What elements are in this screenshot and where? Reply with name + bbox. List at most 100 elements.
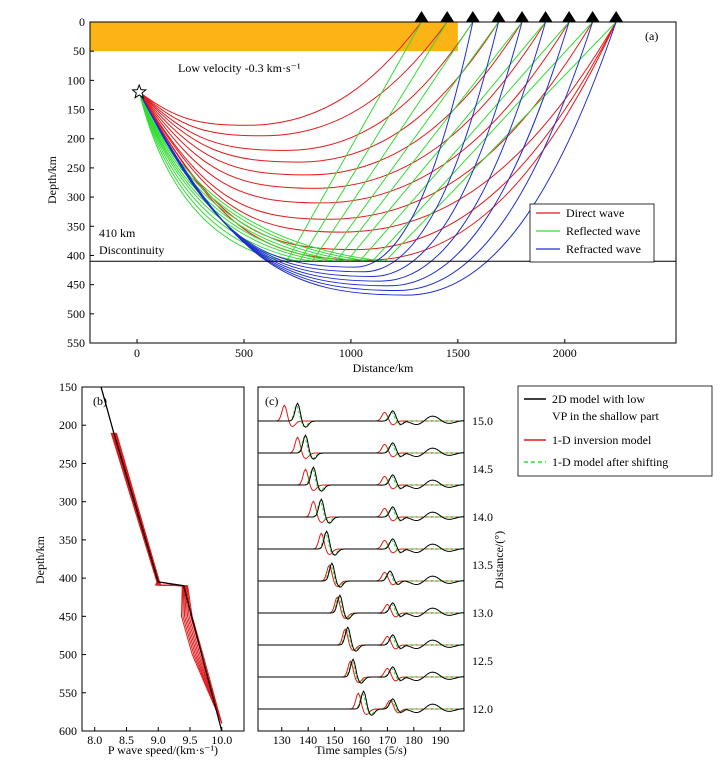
station-triangle-icon <box>515 11 530 22</box>
panel-c: 130 140 150 160 170 180 190 15.0 14.5 14.0 13.5 13.… <box>257 385 713 757</box>
station-triangle-icon <box>440 11 455 22</box>
b-y-tick-label: 450 <box>59 609 77 623</box>
stations <box>414 11 624 22</box>
direct-ray <box>138 21 546 189</box>
b-y-tick-label: 250 <box>59 456 77 470</box>
x-tick-label: 1000 <box>339 346 363 360</box>
reflected-ray <box>138 21 474 262</box>
y-tick-label: 150 <box>67 103 85 117</box>
refracted-ray <box>138 21 617 296</box>
b-x-tick-label: 10.0 <box>211 733 232 747</box>
direct-ray <box>138 21 523 176</box>
y-tick-label: 200 <box>67 132 85 146</box>
station-triangle-icon <box>414 11 429 22</box>
panel-b-frame <box>81 386 245 732</box>
b-y-tick-label: 350 <box>59 533 77 547</box>
distance-tick-label: 12.0 <box>472 702 493 716</box>
panel-b-ylabel: Depth/km <box>33 535 47 584</box>
y-tick-label: 550 <box>67 336 85 350</box>
discontinuity-label-2: Discontinuity <box>99 243 164 257</box>
direct-ray <box>138 21 499 163</box>
y-tick-label: 300 <box>67 190 85 204</box>
b-y-tick-label: 300 <box>59 495 77 509</box>
velocity-profiles <box>100 386 223 732</box>
station-triangle-icon <box>465 11 480 22</box>
x-tick-label: 2000 <box>553 346 577 360</box>
b-y-tick-label: 600 <box>59 724 77 738</box>
y-tick-label: 450 <box>67 278 85 292</box>
2d-trace <box>258 690 465 716</box>
source-star-icon <box>131 83 148 99</box>
y-tick-label: 400 <box>67 248 85 262</box>
2d-trace <box>258 402 465 428</box>
direct-ray <box>138 21 617 251</box>
panel-a: 0 500 1000 1500 2000 0 50 100 150 200 250 300 350 400… <box>45 11 677 375</box>
reflected-ray <box>138 21 523 262</box>
reflected-ray <box>138 21 499 262</box>
reflected-ray <box>138 21 593 262</box>
legend-shifted-label: 1-D model after shifting <box>552 455 668 469</box>
distance-tick-label: 14.5 <box>472 462 493 476</box>
2d-trace <box>258 658 465 684</box>
b-y-tick-label: 500 <box>59 648 77 662</box>
waveform-traces <box>258 402 465 716</box>
inversion-profile <box>112 432 223 724</box>
panel-c-ticks: 130 140 150 160 170 180 190 15.0 14.5 14.0 13.5 13.… <box>273 414 493 747</box>
direct-ray <box>138 21 570 204</box>
legend-reflected-label: Reflected wave <box>566 224 640 238</box>
station-triangle-icon <box>585 11 600 22</box>
y-tick-label: 50 <box>73 44 85 58</box>
2d-trace <box>258 562 465 588</box>
c-x-tick-label: 170 <box>378 733 396 747</box>
shifted-trace <box>258 628 464 652</box>
x-tick-label: 500 <box>235 346 253 360</box>
low-velocity-label: Low velocity -0.3 km·s⁻¹ <box>178 61 301 75</box>
b-y-tick-label: 550 <box>59 686 77 700</box>
b-y-tick-label: 200 <box>59 418 77 432</box>
b-y-tick-label: 400 <box>59 571 77 585</box>
panel-a-ticks: 0 500 1000 1500 2000 0 50 100 150 200 250 300 350 400… <box>67 15 577 360</box>
legend-refracted-label: Refracted wave <box>566 242 641 256</box>
2d-trace <box>258 594 465 620</box>
direct-ray <box>138 21 448 137</box>
station-triangle-icon <box>538 11 553 22</box>
reflected-ray <box>138 21 617 262</box>
legend-inversion-label: 1-D inversion model <box>552 433 652 447</box>
legend-2d-label-1: 2D model with low <box>552 392 645 406</box>
reflected-ray <box>138 21 546 262</box>
panel-c-xlabel: Time samples (5/s) <box>315 743 407 757</box>
panel-b: 8.0 8.5 9.0 9.5 10.0 150 200 250 300 350 400 450 500… <box>33 380 245 757</box>
shifted-trace <box>258 692 464 716</box>
distance-tick-label: 14.0 <box>472 510 493 524</box>
direct-ray <box>138 21 422 126</box>
c-x-tick-label: 140 <box>299 733 317 747</box>
y-tick-label: 500 <box>67 307 85 321</box>
ray-paths <box>138 21 617 296</box>
x-tick-label: 0 <box>134 346 140 360</box>
2d-trace <box>258 466 465 492</box>
legend-c-box <box>517 385 713 477</box>
2d-trace <box>258 434 465 460</box>
panel-b-xlabel: P wave speed/(km·s⁻¹) <box>108 743 218 757</box>
reflected-ray <box>138 21 448 262</box>
direct-ray <box>138 21 474 151</box>
c-x-tick-label: 150 <box>326 733 344 747</box>
panel-a-ylabel: Depth/km <box>45 155 59 204</box>
direct-ray <box>138 21 617 261</box>
direct-ray <box>138 21 617 233</box>
panel-c-ylabel: Distance/(°) <box>492 531 506 589</box>
panel-b-ticks: 8.0 8.5 9.0 9.5 10.0 150 200 250 300 350 400 450 500… <box>59 380 232 747</box>
panel-b-label: (b) <box>93 394 107 408</box>
distance-tick-label: 15.0 <box>472 414 493 428</box>
panel-a-xlabel: Distance/km <box>353 361 414 375</box>
station-triangle-icon <box>562 11 577 22</box>
distance-tick-label: 12.5 <box>472 654 493 668</box>
panel-c-label: (c) <box>265 394 278 408</box>
discontinuity-label-1: 410 km <box>99 226 136 240</box>
b-y-tick-label: 150 <box>59 380 77 394</box>
legend-box <box>529 203 655 263</box>
2d-trace <box>258 626 465 652</box>
2d-model-profile <box>100 386 223 732</box>
panel-a-label: (a) <box>645 29 658 43</box>
